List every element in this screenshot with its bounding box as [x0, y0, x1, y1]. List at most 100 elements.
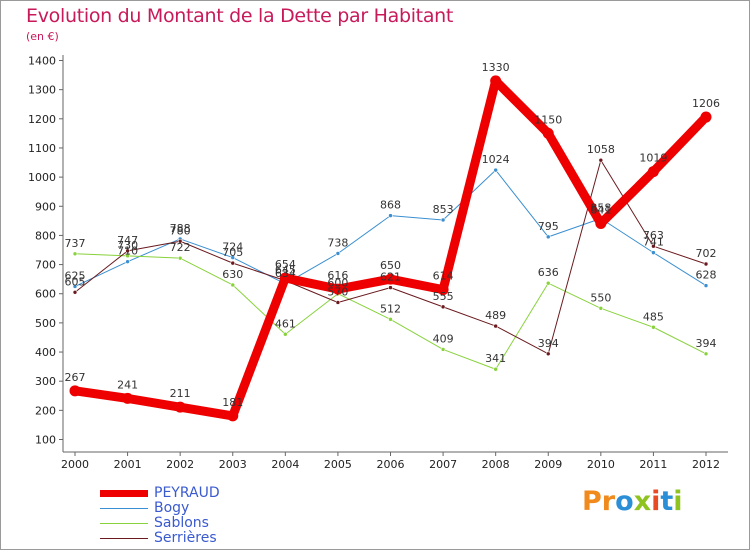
- x-tick-label: 2008: [482, 458, 510, 471]
- data-point-peyraud: [385, 273, 396, 285]
- data-point-peyraud: [700, 111, 712, 123]
- data-point-peyraud: [332, 283, 344, 295]
- data-label: 788: [170, 222, 191, 235]
- plot-area: [63, 55, 728, 452]
- data-point-sablons: [703, 351, 709, 357]
- data-label: 650: [380, 259, 401, 272]
- data-label: 394: [538, 337, 559, 350]
- y-tick-label: 1300: [28, 84, 56, 97]
- data-label: 710: [117, 245, 138, 258]
- data-label: 1019: [639, 152, 667, 165]
- legend-swatch-peyraud: [100, 490, 148, 497]
- data-point-sablons: [230, 282, 236, 288]
- data-label: 853: [433, 203, 454, 216]
- data-point-sablons: [598, 306, 604, 311]
- data-label: 1206: [692, 97, 720, 110]
- data-point-serrires: [598, 157, 604, 163]
- data-label: 409: [433, 332, 454, 345]
- data-point-serrires: [388, 285, 393, 290]
- data-point-peyraud: [174, 401, 186, 413]
- data-label: 737: [65, 237, 86, 250]
- data-label: 512: [380, 302, 401, 315]
- y-tick-label: 800: [35, 229, 56, 242]
- data-label: 645: [275, 264, 296, 277]
- data-label: 1330: [482, 61, 510, 74]
- logo-letter: r: [601, 486, 616, 517]
- data-label: 181: [222, 396, 243, 409]
- data-point-serrires: [703, 261, 709, 267]
- data-label: 702: [696, 247, 717, 260]
- logo-letter: o: [615, 486, 634, 517]
- data-point-sablons: [72, 251, 78, 257]
- x-tick-label: 2005: [324, 458, 352, 471]
- x-tick-label: 2011: [639, 458, 667, 471]
- data-point-bogy: [335, 251, 341, 256]
- y-tick-label: 600: [35, 288, 56, 301]
- data-point-sablons: [651, 324, 656, 330]
- data-label: 634: [275, 267, 296, 280]
- data-label: 341: [485, 352, 506, 365]
- data-label: 605: [65, 275, 86, 288]
- y-tick-label: 1400: [28, 55, 56, 68]
- data-label: 555: [433, 290, 454, 303]
- logo-letter: t: [660, 486, 674, 517]
- data-point-serrires: [125, 248, 130, 254]
- y-tick-label: 1100: [28, 142, 56, 155]
- data-label: 485: [643, 310, 664, 323]
- legend-label-sablons: Sablons: [154, 515, 209, 531]
- x-tick-label: 2002: [166, 458, 194, 471]
- data-label: 705: [222, 246, 243, 259]
- y-tick-label: 1000: [28, 171, 56, 184]
- data-point-bogy: [230, 255, 236, 260]
- data-label: 858: [590, 202, 611, 215]
- data-point-bogy: [651, 250, 656, 255]
- data-label: 747: [117, 234, 138, 247]
- data-label: 616: [327, 269, 348, 282]
- data-label: 730: [117, 239, 138, 252]
- data-point-bogy: [388, 213, 393, 218]
- x-tick-label: 2007: [429, 458, 457, 471]
- data-label: 724: [222, 241, 243, 254]
- data-point-serrires: [72, 289, 78, 295]
- data-label: 780: [170, 224, 191, 237]
- data-point-peyraud: [279, 272, 291, 284]
- data-point-sablons: [388, 317, 393, 322]
- logo-letter: x: [633, 486, 652, 517]
- data-label: 1058: [587, 143, 615, 156]
- data-label: 841: [590, 203, 611, 216]
- legend-label-bogy: Bogy: [154, 500, 190, 516]
- data-label: 621: [380, 271, 401, 284]
- data-point-serrires: [230, 260, 236, 266]
- x-tick-label: 2006: [377, 458, 405, 471]
- data-label: 211: [170, 387, 191, 400]
- x-tick-label: 2010: [587, 458, 615, 471]
- x-tick-label: 2000: [61, 458, 89, 471]
- proxiti-logo: Proxiti: [582, 486, 683, 517]
- data-point-serrires: [335, 300, 341, 305]
- data-point-bogy: [72, 284, 78, 289]
- chart-title: Evolution du Montant de la Dette par Hab…: [26, 5, 454, 27]
- data-label: 614: [433, 270, 454, 283]
- logo-letter: P: [582, 486, 602, 517]
- data-label: 489: [485, 309, 506, 322]
- data-label: 628: [696, 269, 717, 282]
- data-point-peyraud: [490, 75, 502, 87]
- data-point-peyraud: [69, 385, 81, 397]
- data-point-sablons: [125, 253, 130, 259]
- data-point-serrires: [651, 243, 656, 249]
- legend-swatch-serrieres: [100, 538, 148, 539]
- data-point-bogy: [703, 283, 709, 288]
- data-point-sablons: [545, 280, 551, 286]
- data-point-peyraud: [122, 392, 134, 404]
- legend-swatch-bogy: [100, 508, 148, 509]
- data-point-sablons: [440, 347, 446, 352]
- legend-label-peyraud: PEYRAUD: [154, 485, 220, 501]
- data-label: 625: [65, 269, 86, 282]
- logo-letter: i: [673, 486, 683, 517]
- data-label: 738: [327, 236, 348, 249]
- data-point-peyraud: [437, 284, 449, 296]
- data-label: 267: [65, 371, 86, 384]
- data-point-serrires: [545, 351, 551, 357]
- data-point-bogy: [440, 217, 446, 223]
